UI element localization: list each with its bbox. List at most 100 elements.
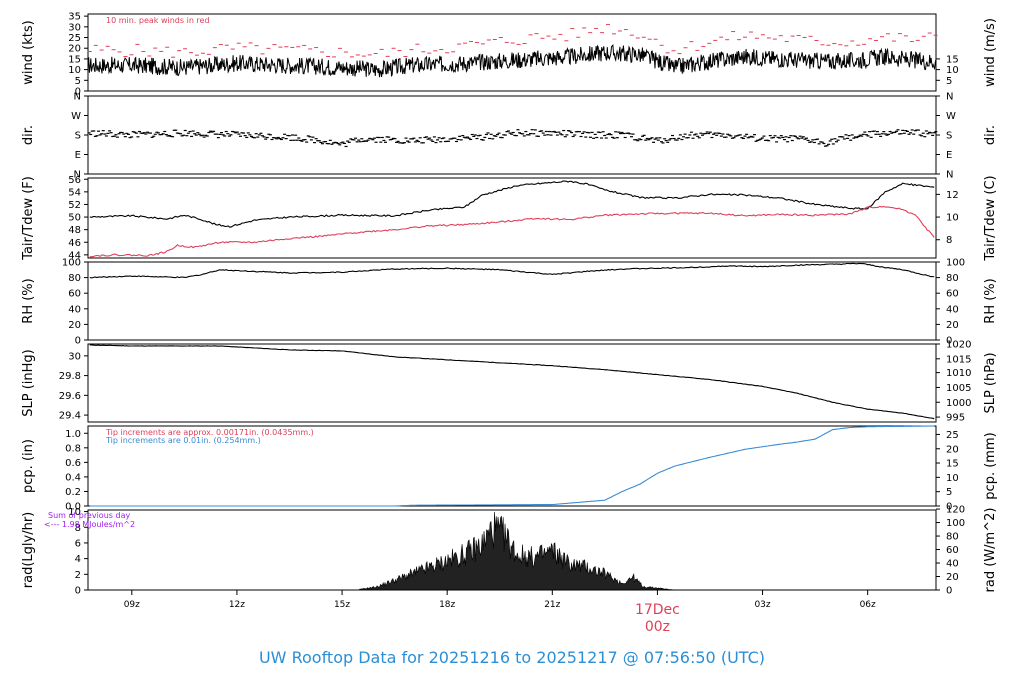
y-axis-label-right: RH (%) [983,278,998,323]
y-tick-label-right: 5 [946,487,952,498]
y-tick-label: N [74,92,81,103]
y-tick-label-right: 20 [946,444,959,455]
y-tick-label-right: 1020 [946,340,971,351]
y-tick-label: 30 [68,22,81,33]
y-axis-label: Tair/Tdew (F) [21,176,36,261]
y-tick-label-right: 0 [946,336,952,347]
y-tick-label-right: 8 [946,235,952,246]
y-axis-label: dir. [21,125,36,145]
pcp-note-blue: Tip increments are 0.01in. (0.254mm.) [105,436,261,445]
y-tick-label-right: E [946,150,952,161]
pcp-note-red: Tip increments are approx. 0.00171in. (0… [105,428,314,437]
y-tick-label: 2 [75,570,81,581]
series-rh-0 [89,262,935,279]
y-tick-label-right: N [946,92,953,103]
y-tick-label-right: 40 [946,559,959,570]
y-tick-label: 6 [75,538,81,549]
y-axis-label: rad(Lgly/hr) [21,512,36,588]
y-tick-label-right: 995 [946,413,965,424]
y-tick-label-right: 1000 [946,398,971,409]
y-tick-label: 60 [68,289,81,300]
panel-frame [87,261,937,341]
y-tick-label: 56 [68,175,81,186]
y-tick-label: N [74,170,81,181]
y-axis-label-right: Tair/Tdew (C) [983,175,998,261]
y-tick-label: 29.8 [59,371,81,382]
y-tick-label: 44 [68,250,81,261]
x-tick-label: 03z [754,600,770,610]
y-tick-label-right: 0 [946,502,952,513]
y-tick-label-right: 15 [946,54,959,65]
panel-frame [87,425,937,507]
y-tick-label-right: 60 [946,545,959,556]
y-tick-label: S [75,131,81,142]
series-slp-0 [89,344,935,420]
date-marker-date: 17Dec [635,602,680,618]
panel-frame [87,343,937,423]
y-tick-label-right: 60 [946,289,959,300]
y-tick-label-right: 1015 [946,354,971,365]
y-tick-label-right: 5 [946,76,952,87]
y-tick-label: 40 [68,304,81,315]
y-tick-label-right: 1005 [946,383,971,394]
y-tick-label: 0.0 [65,502,81,513]
y-axis-label-right: pcp. (mm) [983,432,998,499]
y-tick-label: 20 [68,320,81,331]
y-axis-label-right: wind (m/s) [983,18,998,87]
series-temp-0 [89,180,935,228]
panel-pcp: 0.0 0.2 0.4 0.6 0.8 1.0 0 5 10 15 20 25 pcp. (in) pcp… [21,425,998,513]
y-tick-label-right: 100 [946,518,965,529]
y-tick-label-right: 1010 [946,368,971,379]
y-tick-label-right: 20 [946,572,959,583]
y-tick-label: 100 [62,258,81,269]
y-axis-label: pcp. (in) [21,439,36,493]
y-tick-label: 0.8 [65,443,81,454]
y-tick-label-right: 80 [946,532,959,543]
y-tick-label: 0.2 [65,487,81,498]
y-tick-label-right: 10 [946,65,959,76]
series-radiation [359,511,675,591]
rad-note-line1: Sum of previous day [48,511,130,520]
y-tick-label-right: 0 [946,586,952,597]
series-temp-1 [89,205,935,258]
y-tick-label-right: 40 [946,304,959,315]
x-tick-label: 12z [229,600,245,610]
y-tick-label: 0 [75,586,81,597]
series-pcp-0 [89,425,935,507]
series-wind-speed [87,44,937,78]
y-tick-label: 48 [68,225,81,236]
y-tick-label-right: 10 [946,213,959,224]
y-tick-label: 20 [68,44,81,55]
y-tick-label: 0 [75,336,81,347]
y-tick-label: E [75,150,81,161]
panel-frame [87,95,937,175]
y-axis-label-right: dir. [983,125,998,145]
x-tick-label: 18z [439,600,455,610]
y-tick-label-right: 25 [946,430,959,441]
y-axis-label: RH (%) [21,278,36,323]
y-tick-label: 15 [68,54,81,65]
y-axis-label: SLP (inHg) [21,349,36,417]
y-tick-label: 0.6 [65,458,81,469]
figure-title: UW Rooftop Data for 20251216 to 20251217… [258,648,766,667]
y-tick-label-right: 80 [946,273,959,284]
y-axis-label-right: rad (W/m^2) [983,508,998,593]
y-tick-label-right: 12 [946,190,959,201]
panel-rh: 0 20 40 60 80 100 0 20 40 60 80 100 RH (%) RH (%) [21,258,998,347]
y-tick-label-right: N [946,170,953,181]
y-tick-label-right: 120 [946,505,965,516]
y-tick-label: 46 [68,238,81,249]
y-tick-label-right: 10 [946,473,959,484]
y-tick-label: 29.6 [59,391,81,402]
y-tick-label: 8 [75,523,81,534]
rad-note-line2: <--- 1.98 MJoules/m^2 [44,520,135,529]
y-tick-label: W [71,111,81,122]
y-tick-label: 80 [68,273,81,284]
y-tick-label: 5 [75,76,81,87]
